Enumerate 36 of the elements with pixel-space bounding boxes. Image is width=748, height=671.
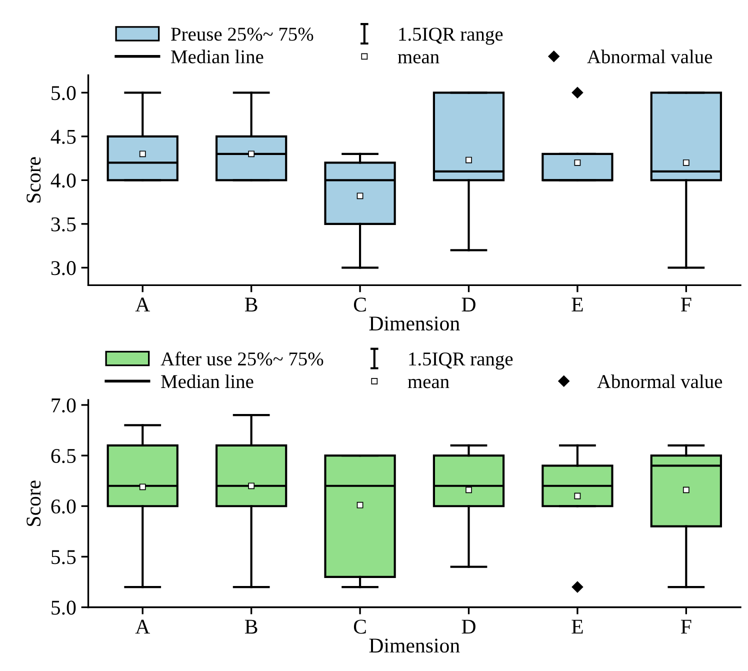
legend-label: Preuse 25%~ 75%: [171, 28, 314, 41]
text: 1.5IQR range: [399, 28, 503, 45]
y-tick-label: 5.5: [52, 550, 76, 564]
x-tick-label: C: [354, 298, 366, 312]
x-tick-label: D: [462, 298, 476, 312]
x-axis-title: Dimension: [369, 316, 460, 331]
x-axis-title: Dimension: [369, 638, 460, 653]
y-tick-label: 3.0: [51, 261, 76, 276]
x-tick-label: F: [680, 620, 692, 634]
x-tick-label: E: [572, 620, 583, 634]
legend-label: After use 25%~ 75%: [160, 352, 324, 366]
x-tick-label: F: [680, 298, 692, 312]
text: 1.5IQR range: [409, 352, 513, 370]
text: mean: [398, 54, 440, 64]
y-tick-label: 6.5: [51, 448, 76, 464]
y-tick-label: 5.0: [52, 86, 76, 100]
x-tick-label: E: [572, 298, 583, 312]
y-axis-title: Score: [26, 157, 41, 202]
x-tick-label: D: [462, 620, 476, 634]
x-tick-label: C: [354, 620, 366, 634]
y-tick-label: 4.5: [50, 130, 76, 144]
y-tick-label: 4.0: [50, 174, 76, 188]
y-tick-label: 3.5: [51, 217, 76, 232]
x-tick-label: A: [135, 298, 150, 312]
x-tick-label: B: [244, 298, 258, 312]
x-tick-label: A: [135, 620, 150, 634]
text: Abnormal value: [597, 374, 722, 388]
y-axis-title: Score: [26, 480, 41, 526]
y-tick-label: 5.0: [52, 600, 76, 615]
text: Median line: [171, 50, 264, 64]
text: mean: [408, 378, 450, 388]
text: Median line: [161, 374, 254, 388]
text: Abnormal value: [587, 50, 712, 64]
x-tick-label: B: [244, 620, 258, 634]
y-tick-label: 6.0: [51, 499, 76, 514]
y-tick-label: 7.0: [52, 398, 76, 412]
